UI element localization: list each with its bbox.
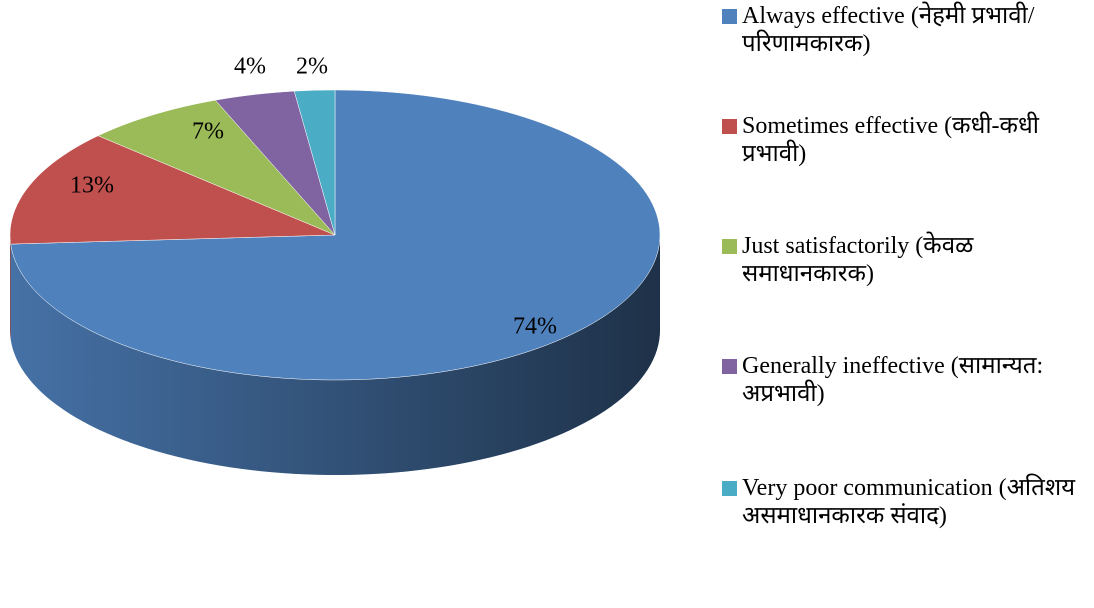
legend-item: Always effective (नेहमी प्रभावी/ परिणामक… [722,2,1092,58]
data-label: 13% [70,173,114,199]
legend-label: Generally ineffective (सामान्यत: अप्रभाव… [742,353,1044,407]
legend-item: Very poor communication (अतिशय असमाधानका… [722,474,1092,530]
data-label: 2% [296,54,328,80]
legend-label: Just satisfactorily (केवळ समाधानकारक) [742,233,974,287]
data-label: 4% [234,54,266,80]
slice-side-shade [10,235,11,340]
legend-label: Very poor communication (अतिशय असमाधानका… [742,475,1076,529]
data-label: 7% [192,119,224,145]
legend-swatch [722,239,737,254]
legend-label: Always effective (नेहमी प्रभावी/ परिणामक… [742,3,1035,57]
legend-swatch [722,119,737,134]
slice [10,89,661,381]
slice [214,90,336,236]
slice [293,89,336,236]
legend-item: Just satisfactorily (केवळ समाधानकारक) [722,232,1092,288]
data-label: 74% [513,314,557,340]
legend-swatch [722,359,737,374]
slice [9,135,336,245]
slice-side-shade [10,235,661,475]
legend-swatch [722,9,737,24]
legend-item: Sometimes effective (कधी-कधी प्रभावी) [722,112,1092,168]
slice [97,99,336,236]
legend-item: Generally ineffective (सामान्यत: अप्रभाव… [722,352,1092,408]
pie-area: 74% 13% 7% 4% 2% [9,54,661,475]
legend-label: Sometimes effective (कधी-कधी प्रभावी) [742,113,1039,167]
legend-swatch [722,481,737,496]
